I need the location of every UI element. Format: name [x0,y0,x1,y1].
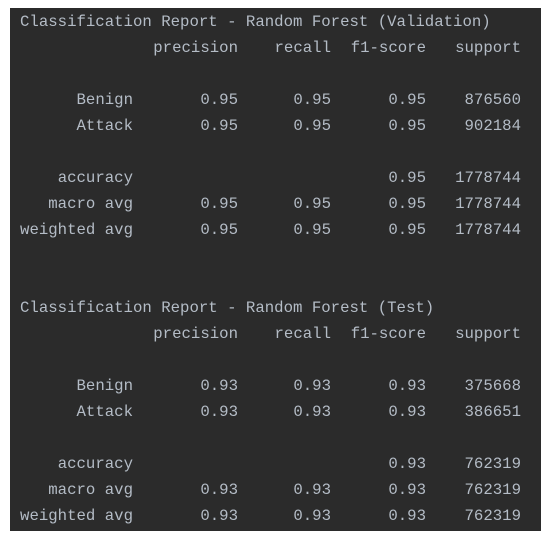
metric-value: 0.93 [200,507,238,525]
metric-value: 0.93 [293,481,331,499]
metric-value: 0.95 [388,195,426,213]
row-label: macro avg [48,195,133,213]
row-label: Attack [77,117,133,135]
metric-value: 0.93 [293,403,331,421]
column-header: recall [275,39,331,57]
column-header: f1-score [351,39,426,57]
metric-value: 0.95 [388,221,426,239]
column-header: f1-score [351,325,426,343]
metric-value: 902184 [465,117,521,135]
metric-value: 762319 [465,455,521,473]
metric-value: 0.95 [293,91,331,109]
metric-value: 1778744 [455,195,521,213]
column-header: support [455,39,521,57]
metric-value: 0.93 [388,507,426,525]
terminal-background [10,8,541,531]
metric-value: 0.93 [293,377,331,395]
metric-value: 0.93 [388,481,426,499]
metric-value: 0.93 [293,507,331,525]
metric-value: 762319 [465,507,521,525]
metric-value: 0.95 [293,117,331,135]
metric-value: 0.93 [388,377,426,395]
column-header: support [455,325,521,343]
report-title: Classification Report - Random Forest (T… [20,299,434,317]
metric-value: 0.95 [200,91,238,109]
metric-value: 386651 [465,403,521,421]
metric-value: 1778744 [455,221,521,239]
metric-value: 0.93 [200,403,238,421]
metric-value: 0.93 [388,403,426,421]
row-label: weighted avg [20,507,133,525]
row-label: Attack [77,403,133,421]
metric-value: 0.95 [388,117,426,135]
row-label: Benign [77,377,133,395]
metric-value: 0.93 [388,455,426,473]
row-label: Benign [77,91,133,109]
row-label: macro avg [48,481,133,499]
row-label: weighted avg [20,221,133,239]
row-label: accuracy [58,455,133,473]
row-label: accuracy [58,169,133,187]
column-header: precision [153,325,238,343]
metric-value: 375668 [465,377,521,395]
metric-value: 876560 [465,91,521,109]
metric-value: 1778744 [455,169,521,187]
metric-value: 0.95 [200,221,238,239]
metric-value: 0.95 [200,195,238,213]
metric-value: 0.95 [388,169,426,187]
report-title: Classification Report - Random Forest (V… [20,13,491,31]
metric-value: 762319 [465,481,521,499]
metric-value: 0.93 [200,481,238,499]
column-header: precision [153,39,238,57]
metric-value: 0.95 [293,221,331,239]
metric-value: 0.95 [388,91,426,109]
metric-value: 0.93 [200,377,238,395]
metric-value: 0.95 [293,195,331,213]
column-header: recall [275,325,331,343]
metric-value: 0.95 [200,117,238,135]
